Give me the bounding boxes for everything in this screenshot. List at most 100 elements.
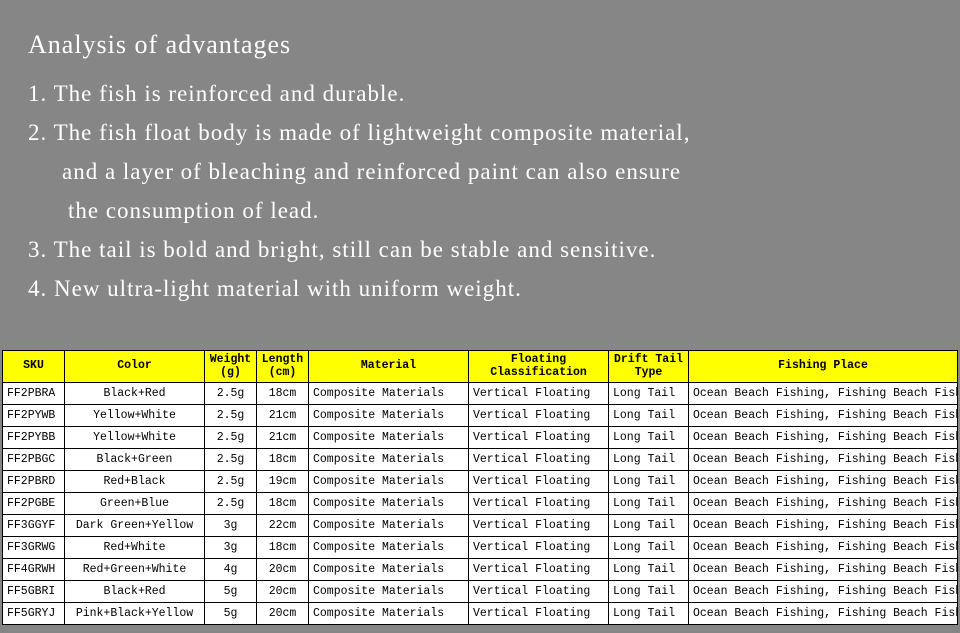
th-length: Length(cm) [257, 351, 309, 383]
spec-table-container: SKU Color Weight(g) Length(cm) Material … [2, 350, 958, 625]
cell-sku: FF3GRWG [3, 537, 65, 559]
cell-length: 18cm [257, 493, 309, 515]
cell-color: Pink+Black+Yellow [65, 603, 205, 625]
table-row: FF2PBGCBlack+Green2.5g18cmComposite Mate… [3, 449, 958, 471]
th-weight: Weight(g) [205, 351, 257, 383]
cell-floating: Vertical Floating [469, 515, 609, 537]
th-floating: FloatingClassification [469, 351, 609, 383]
cell-weight: 4g [205, 559, 257, 581]
cell-floating: Vertical Floating [469, 559, 609, 581]
cell-length: 21cm [257, 427, 309, 449]
cell-place: Ocean Beach Fishing, Fishing Beach Fishi… [689, 537, 958, 559]
cell-floating: Vertical Floating [469, 603, 609, 625]
cell-color: Black+Red [65, 383, 205, 405]
cell-weight: 2.5g [205, 449, 257, 471]
cell-place: Ocean Beach Fishing, Fishing Beach Fishi… [689, 427, 958, 449]
cell-sku: FF2PYBB [3, 427, 65, 449]
cell-drift: Long Tail [609, 559, 689, 581]
cell-material: Composite Materials [309, 405, 469, 427]
cell-material: Composite Materials [309, 493, 469, 515]
cell-sku: FF2PBGC [3, 449, 65, 471]
cell-place: Ocean Beach Fishing, Fishing Beach Fishi… [689, 559, 958, 581]
cell-drift: Long Tail [609, 603, 689, 625]
cell-drift: Long Tail [609, 427, 689, 449]
cell-weight: 2.5g [205, 493, 257, 515]
cell-weight: 2.5g [205, 471, 257, 493]
cell-color: Red+White [65, 537, 205, 559]
table-row: FF3GRWGRed+White3g18cmComposite Material… [3, 537, 958, 559]
table-row: FF2PBRABlack+Red2.5g18cmComposite Materi… [3, 383, 958, 405]
cell-floating: Vertical Floating [469, 405, 609, 427]
table-row: FF3GGYFDark Green+Yellow3g22cmComposite … [3, 515, 958, 537]
cell-material: Composite Materials [309, 559, 469, 581]
cell-sku: FF2PBRA [3, 383, 65, 405]
cell-weight: 5g [205, 581, 257, 603]
cell-length: 18cm [257, 537, 309, 559]
cell-material: Composite Materials [309, 471, 469, 493]
table-row: FF2PYWBYellow+White2.5g21cmComposite Mat… [3, 405, 958, 427]
cell-weight: 2.5g [205, 383, 257, 405]
cell-place: Ocean Beach Fishing, Fishing Beach Fishi… [689, 383, 958, 405]
cell-drift: Long Tail [609, 383, 689, 405]
cell-material: Composite Materials [309, 537, 469, 559]
cell-weight: 3g [205, 537, 257, 559]
cell-drift: Long Tail [609, 405, 689, 427]
th-place: Fishing Place [689, 351, 958, 383]
cell-sku: FF4GRWH [3, 559, 65, 581]
cell-place: Ocean Beach Fishing, Fishing Beach Fishi… [689, 493, 958, 515]
cell-drift: Long Tail [609, 493, 689, 515]
cell-sku: FF5GBRI [3, 581, 65, 603]
th-sku: SKU [3, 351, 65, 383]
cell-weight: 3g [205, 515, 257, 537]
cell-drift: Long Tail [609, 515, 689, 537]
advantages-panel: Analysis of advantages 1. The fish is re… [0, 0, 960, 350]
cell-weight: 2.5g [205, 427, 257, 449]
table-row: FF2PGBEGreen+Blue2.5g18cmComposite Mater… [3, 493, 958, 515]
cell-sku: FF2PYWB [3, 405, 65, 427]
cell-place: Ocean Beach Fishing, Fishing Beach Fishi… [689, 471, 958, 493]
cell-length: 20cm [257, 581, 309, 603]
table-body: FF2PBRABlack+Red2.5g18cmComposite Materi… [3, 383, 958, 625]
cell-floating: Vertical Floating [469, 537, 609, 559]
cell-floating: Vertical Floating [469, 471, 609, 493]
table-row: FF4GRWHRed+Green+White4g20cmComposite Ma… [3, 559, 958, 581]
cell-drift: Long Tail [609, 471, 689, 493]
cell-color: Black+Red [65, 581, 205, 603]
cell-color: Yellow+White [65, 405, 205, 427]
cell-place: Ocean Beach Fishing, Fishing Beach Fishi… [689, 581, 958, 603]
cell-color: Red+Green+White [65, 559, 205, 581]
cell-material: Composite Materials [309, 427, 469, 449]
cell-length: 22cm [257, 515, 309, 537]
cell-material: Composite Materials [309, 581, 469, 603]
panel-line-4: 4. New ultra-light material with uniform… [28, 269, 932, 308]
cell-color: Red+Black [65, 471, 205, 493]
cell-sku: FF2PGBE [3, 493, 65, 515]
cell-color: Black+Green [65, 449, 205, 471]
cell-material: Composite Materials [309, 449, 469, 471]
cell-sku: FF2PBRD [3, 471, 65, 493]
cell-floating: Vertical Floating [469, 449, 609, 471]
table-row: FF5GBRIBlack+Red5g20cmComposite Material… [3, 581, 958, 603]
cell-length: 19cm [257, 471, 309, 493]
cell-length: 20cm [257, 603, 309, 625]
cell-material: Composite Materials [309, 515, 469, 537]
panel-line-3: 3. The tail is bold and bright, still ca… [28, 230, 932, 269]
cell-place: Ocean Beach Fishing, Fishing Beach Fishi… [689, 405, 958, 427]
th-drift: Drift TailType [609, 351, 689, 383]
spec-table: SKU Color Weight(g) Length(cm) Material … [2, 350, 958, 625]
cell-drift: Long Tail [609, 537, 689, 559]
cell-place: Ocean Beach Fishing, Fishing Beach Fishi… [689, 515, 958, 537]
panel-line-2b: and a layer of bleaching and reinforced … [28, 152, 932, 191]
cell-sku: FF5GRYJ [3, 603, 65, 625]
panel-line-2c: the consumption of lead. [28, 191, 932, 230]
th-color: Color [65, 351, 205, 383]
table-header: SKU Color Weight(g) Length(cm) Material … [3, 351, 958, 383]
cell-length: 18cm [257, 383, 309, 405]
th-material: Material [309, 351, 469, 383]
table-row: FF2PBRDRed+Black2.5g19cmComposite Materi… [3, 471, 958, 493]
cell-weight: 2.5g [205, 405, 257, 427]
cell-place: Ocean Beach Fishing, Fishing Beach Fishi… [689, 603, 958, 625]
cell-floating: Vertical Floating [469, 427, 609, 449]
table-row: FF2PYBBYellow+White2.5g21cmComposite Mat… [3, 427, 958, 449]
cell-length: 20cm [257, 559, 309, 581]
